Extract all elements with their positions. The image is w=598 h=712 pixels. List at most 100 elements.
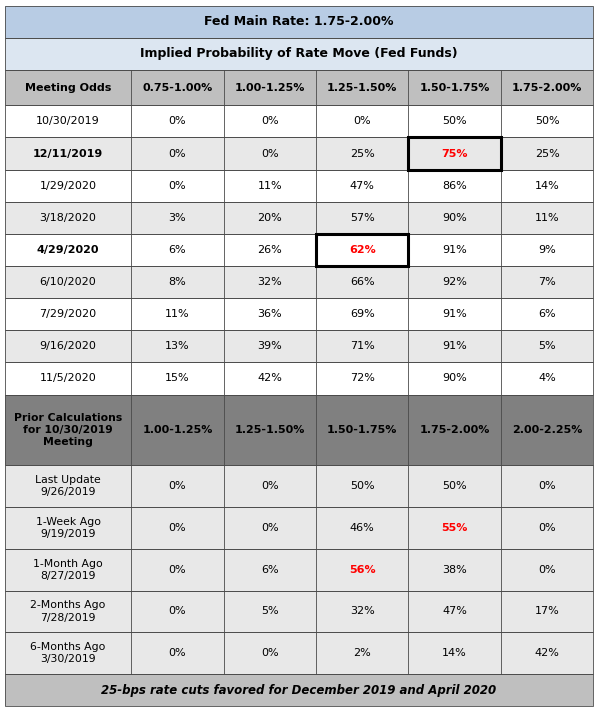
Bar <box>408 137 501 169</box>
Text: 66%: 66% <box>350 277 374 287</box>
Text: 4%: 4% <box>538 374 556 384</box>
Text: 47%: 47% <box>350 181 375 191</box>
Bar <box>408 330 501 362</box>
Bar <box>501 507 593 549</box>
Bar <box>5 266 132 298</box>
Bar <box>224 330 316 362</box>
Text: 5%: 5% <box>538 341 556 351</box>
Bar <box>132 266 224 298</box>
Text: 0%: 0% <box>169 565 187 575</box>
Bar <box>501 632 593 674</box>
Bar <box>5 137 593 169</box>
Bar <box>132 330 224 362</box>
Text: 0%: 0% <box>169 481 187 491</box>
Bar <box>408 169 501 201</box>
Text: Last Update
9/26/2019: Last Update 9/26/2019 <box>35 475 101 498</box>
Bar <box>501 201 593 234</box>
Bar <box>316 394 408 465</box>
Text: 25-bps rate cuts favored for December 2019 and April 2020: 25-bps rate cuts favored for December 20… <box>102 684 496 697</box>
Text: 5%: 5% <box>261 607 279 617</box>
Text: 7%: 7% <box>538 277 556 287</box>
Text: 1.00-1.25%: 1.00-1.25% <box>234 83 305 93</box>
Bar <box>224 394 316 465</box>
Text: 55%: 55% <box>441 523 468 533</box>
Text: 42%: 42% <box>257 374 282 384</box>
Bar <box>132 632 224 674</box>
Bar <box>501 394 593 465</box>
Text: 6%: 6% <box>538 309 556 319</box>
Text: 90%: 90% <box>443 374 467 384</box>
Bar <box>5 201 593 234</box>
Text: 8%: 8% <box>169 277 187 287</box>
Text: 6%: 6% <box>169 245 187 255</box>
Bar <box>5 507 593 549</box>
Bar <box>5 6 593 38</box>
Bar <box>224 234 316 266</box>
Bar <box>132 394 224 465</box>
Bar <box>408 507 501 549</box>
Bar <box>5 266 593 298</box>
Bar <box>5 330 132 362</box>
Bar <box>501 330 593 362</box>
Bar <box>224 70 316 105</box>
Bar <box>132 137 224 169</box>
Text: 4/29/2020: 4/29/2020 <box>37 245 99 255</box>
Bar <box>132 549 224 591</box>
Text: 20%: 20% <box>258 213 282 223</box>
Bar <box>501 298 593 330</box>
Bar <box>408 201 501 234</box>
Text: 1.50-1.75%: 1.50-1.75% <box>327 425 398 435</box>
Text: 39%: 39% <box>258 341 282 351</box>
Bar <box>224 266 316 298</box>
Bar <box>408 632 501 674</box>
Text: 1.00-1.25%: 1.00-1.25% <box>142 425 213 435</box>
Text: 26%: 26% <box>258 245 282 255</box>
Text: 6-Months Ago
3/30/2019: 6-Months Ago 3/30/2019 <box>30 642 106 664</box>
Bar <box>316 201 408 234</box>
Bar <box>408 362 501 394</box>
Bar <box>224 298 316 330</box>
Text: 0%: 0% <box>169 116 187 127</box>
Bar <box>132 169 224 201</box>
Text: 3%: 3% <box>169 213 187 223</box>
Bar <box>316 234 408 266</box>
Text: 46%: 46% <box>350 523 374 533</box>
Text: 2%: 2% <box>353 649 371 659</box>
Text: 14%: 14% <box>535 181 559 191</box>
Bar <box>5 137 132 169</box>
Bar <box>5 362 132 394</box>
Bar <box>316 507 408 549</box>
Bar <box>5 169 132 201</box>
Text: 62%: 62% <box>349 245 376 255</box>
Text: 0%: 0% <box>169 181 187 191</box>
Text: 9%: 9% <box>538 245 556 255</box>
Text: 13%: 13% <box>165 341 190 351</box>
Text: 9/16/2020: 9/16/2020 <box>39 341 96 351</box>
Text: 47%: 47% <box>442 607 467 617</box>
Bar <box>5 298 593 330</box>
Bar <box>408 137 501 169</box>
Bar <box>132 507 224 549</box>
Bar <box>5 591 593 632</box>
Text: 1.75-2.00%: 1.75-2.00% <box>512 83 582 93</box>
Bar <box>5 105 593 137</box>
Text: Implied Probability of Rate Move (Fed Funds): Implied Probability of Rate Move (Fed Fu… <box>140 48 458 61</box>
Bar <box>224 465 316 507</box>
Text: 56%: 56% <box>349 565 376 575</box>
Text: Prior Calculations
for 10/30/2019
Meeting: Prior Calculations for 10/30/2019 Meetin… <box>14 412 122 447</box>
Bar <box>408 298 501 330</box>
Text: 25%: 25% <box>350 149 374 159</box>
Text: 1-Month Ago
8/27/2019: 1-Month Ago 8/27/2019 <box>33 558 103 581</box>
Text: 17%: 17% <box>535 607 559 617</box>
Text: Meeting Odds: Meeting Odds <box>25 83 111 93</box>
Bar <box>408 266 501 298</box>
Bar <box>224 137 316 169</box>
Bar <box>501 70 593 105</box>
Text: 6%: 6% <box>261 565 279 575</box>
Bar <box>316 632 408 674</box>
Bar <box>5 201 132 234</box>
Text: 50%: 50% <box>443 481 467 491</box>
Text: 0%: 0% <box>538 523 556 533</box>
Bar <box>5 234 132 266</box>
Text: 1.25-1.50%: 1.25-1.50% <box>234 425 305 435</box>
